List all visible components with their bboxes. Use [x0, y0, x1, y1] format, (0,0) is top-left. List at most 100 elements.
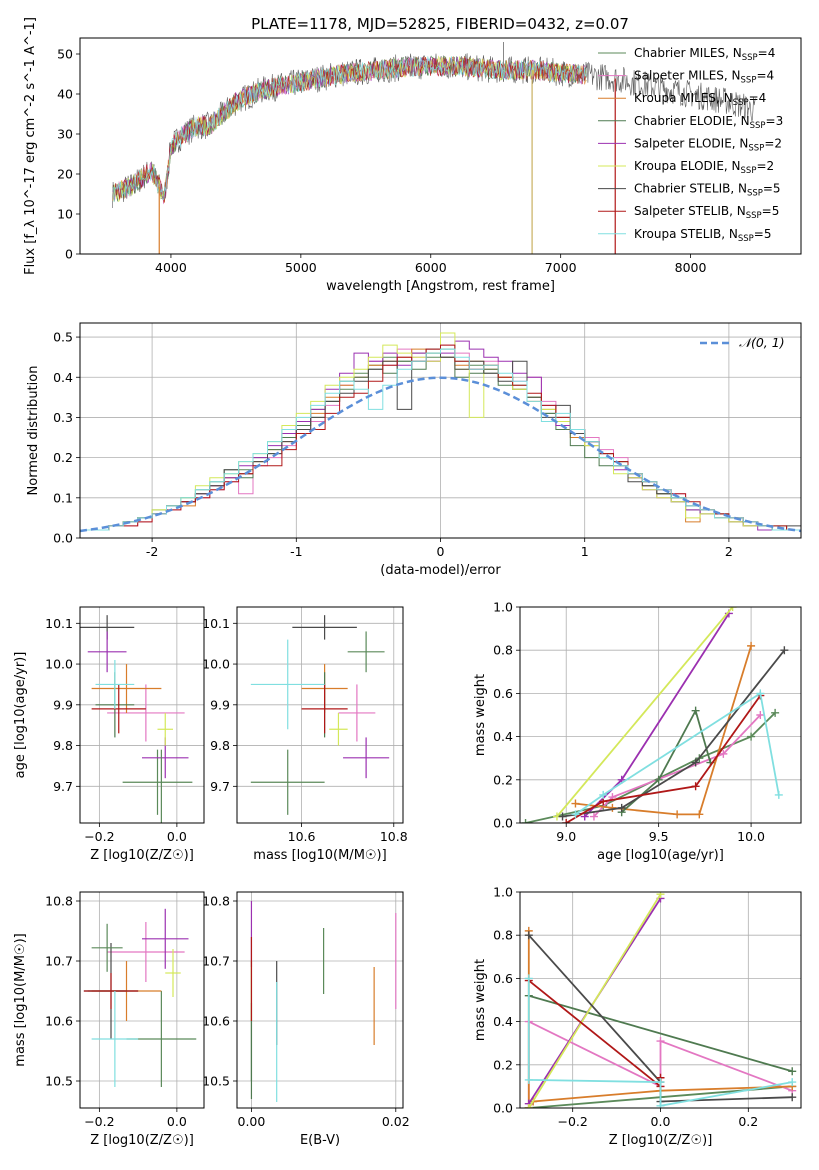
legend-model-name: Salpeter STELIB, N [634, 204, 746, 218]
weight-line [574, 691, 780, 816]
gaussian-legend-label: 𝒩(0, 1) [739, 335, 785, 350]
y-tick-label: 0.0 [493, 1101, 513, 1116]
y-tick-label: 0.8 [493, 928, 513, 943]
legend-subscript: SSP [741, 76, 757, 86]
y-axis-label: Normed distribution [26, 366, 41, 496]
legend-label: Salpeter STELIB, NSSP=5 [634, 204, 779, 221]
x-tick-label: 9.0 [556, 829, 576, 844]
x-axis-label: Z [log10(Z/Z☉)] [609, 1133, 713, 1148]
x-tick-label: 4000 [155, 260, 187, 275]
weight-line [525, 712, 776, 823]
errorbar-point [91, 664, 162, 713]
y-tick-label: 10.1 [45, 616, 73, 631]
plus-marker [695, 810, 704, 819]
legend-model-name: Chabrier MILES, N [634, 46, 742, 60]
error-bars [250, 901, 397, 1102]
legend-subscript: SSP [746, 211, 762, 221]
errorbar-point [107, 684, 185, 742]
x-tick-label: 1 [581, 544, 589, 559]
plus-marker [691, 706, 700, 715]
weight-series-salpeter-stelib [562, 691, 765, 823]
weight-series-salpeter-elodie [580, 609, 733, 821]
plot-frame [79, 606, 205, 824]
errorbar-point [142, 908, 189, 969]
legend-nssp: =4 [758, 46, 776, 60]
legend-model-name: Kroupa STELIB, N [634, 227, 738, 241]
x-axis-label: E(B-V) [300, 1133, 340, 1148]
x-tick-label: 7000 [545, 260, 577, 275]
plus-marker [656, 892, 665, 899]
plus-marker [599, 790, 608, 799]
legend-subscript: SSP [742, 53, 758, 63]
weight-series-chabrier-miles [521, 708, 780, 823]
errorbar-point [329, 712, 348, 746]
legend-model-name: Chabrier ELODIE, N [634, 114, 750, 128]
y-tick-label: 10.5 [45, 1074, 73, 1089]
y-axis-label: Flux [f_λ 10^-17 erg cm^-2 s^-1 A^-1] [23, 17, 38, 275]
errorbar-point [157, 712, 173, 746]
legend-label: Chabrier STELIB, NSSP=5 [634, 182, 781, 199]
weight-series-kroupa-elodie [552, 607, 737, 821]
plus-marker [589, 812, 598, 821]
y-tick-label: 9.8 [210, 738, 230, 753]
gaussian-curve [80, 376, 801, 533]
errorbar-point [95, 659, 135, 709]
weight-series-salpeter-stelib [524, 976, 665, 1091]
axes: −0.2 0.0 0.2 0.0 0.2 0.4 0.6 0.8 1.0 Z [log10(Z/Z… [473, 885, 801, 1148]
legend-subscript: SSP [738, 234, 754, 244]
errorbar-point [292, 615, 357, 640]
histogram-kroupa-stelib [80, 348, 801, 538]
weight-vs-metallicity-panel: −0.2 0.0 0.2 0.0 0.2 0.4 0.6 0.8 1.0 Z [log10(Z/Z… [473, 885, 802, 1148]
x-tick-label: 0 [437, 544, 445, 559]
plus-marker [656, 1101, 665, 1108]
age-vs-mass-panel: 10.6 10.8 9.7 9.8 9.9 10.0 10.1 mass [log10(M/M… [202, 606, 408, 863]
plus-marker [521, 819, 530, 823]
x-axis-label: Z [log10(Z/Z☉)] [90, 848, 194, 863]
legend-model-name: Salpeter ELODIE, N [634, 136, 748, 150]
plus-marker [747, 641, 756, 650]
y-tick-label: 10.6 [202, 1014, 230, 1029]
y-tick-label: 0.4 [493, 729, 513, 744]
plot-frame [519, 606, 802, 824]
y-tick-label: 0.2 [493, 772, 513, 787]
x-tick-label: 10.8 [380, 829, 408, 844]
mass-vs-metallicity-panel: −0.2 0.0 10.5 10.6 10.7 10.8 Z [log10(Z/Z☉)] ma… [13, 891, 205, 1148]
legend-label: Chabrier ELODIE, NSSP=3 [634, 114, 783, 131]
plus-marker [562, 819, 571, 823]
y-tick-label: 9.9 [53, 697, 73, 712]
legend-subscript: SSP [733, 98, 749, 108]
plus-marker [774, 790, 783, 799]
y-tick-label: 1.0 [493, 600, 513, 615]
x-tick-label: 0.2 [738, 1114, 758, 1129]
x-tick-label: −0.2 [84, 829, 114, 844]
plus-marker [571, 799, 580, 808]
plus-marker [558, 812, 567, 821]
x-axis-label: wavelength [Angstrom, rest frame] [326, 279, 555, 294]
x-tick-label: 0.02 [382, 1114, 410, 1129]
plot-frame [79, 322, 802, 539]
x-axis-label: mass [log10(M/M☉)] [253, 848, 386, 863]
weight-lines [524, 892, 797, 1108]
plus-marker [747, 732, 756, 741]
errorbar-point [165, 949, 181, 997]
errorbar-point [91, 991, 139, 1087]
y-axis-label: age [log10(age/yr)] [13, 652, 28, 779]
errorbar-point [91, 684, 146, 734]
weight-line [528, 994, 793, 1073]
weight-line [528, 979, 662, 1089]
legend-nssp: =5 [763, 182, 781, 196]
plus-marker [780, 646, 789, 655]
errorbar-point [107, 922, 185, 982]
age-vs-metallicity-panel: −0.2 0.0 9.7 9.8 9.9 10.0 10.1 Z [log10(Z/Z☉)] a… [13, 606, 205, 863]
plus-marker [654, 775, 663, 784]
legend-label: Chabrier MILES, NSSP=4 [634, 46, 775, 63]
x-tick-label: 2 [725, 544, 733, 559]
plus-marker [608, 803, 617, 812]
plot-frame [79, 891, 205, 1109]
legend-model-name: Salpeter MILES, N [634, 69, 741, 83]
x-axis-label: Z [log10(Z/Z☉)] [90, 1133, 194, 1148]
errorbar-point [250, 639, 325, 730]
plus-marker [524, 1104, 533, 1108]
weight-line [575, 645, 752, 816]
